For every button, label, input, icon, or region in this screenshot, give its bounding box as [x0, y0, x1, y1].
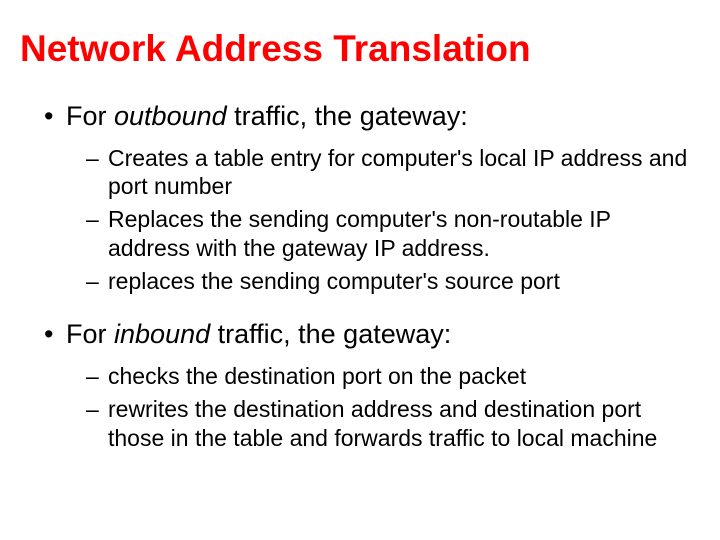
- sub-bullet-item: checks the destination port on the packe…: [108, 362, 688, 391]
- slide-title: Network Address Translation: [20, 28, 688, 71]
- bullet-item: For inbound traffic, the gateway: checks …: [66, 317, 688, 452]
- slide: Network Address Translation For outbound…: [0, 0, 720, 540]
- sub-bullet-item: rewrites the destination address and des…: [108, 395, 688, 453]
- sub-bullet-item: Replaces the sending computer's non-rout…: [108, 205, 688, 263]
- bullet-item: For outbound traffic, the gateway: Create…: [66, 99, 688, 296]
- sub-bullet-list: Creates a table entry for computer's loc…: [66, 144, 688, 296]
- bullet-text: For inbound traffic, the gateway:: [66, 319, 451, 349]
- bullet-list: For outbound traffic, the gateway: Create…: [20, 99, 688, 453]
- bullet-text: For outbound traffic, the gateway:: [66, 101, 468, 131]
- sub-bullet-item: Creates a table entry for computer's loc…: [108, 144, 688, 202]
- sub-bullet-list: checks the destination port on the packe…: [66, 362, 688, 452]
- sub-bullet-item: replaces the sending computer's source p…: [108, 267, 688, 296]
